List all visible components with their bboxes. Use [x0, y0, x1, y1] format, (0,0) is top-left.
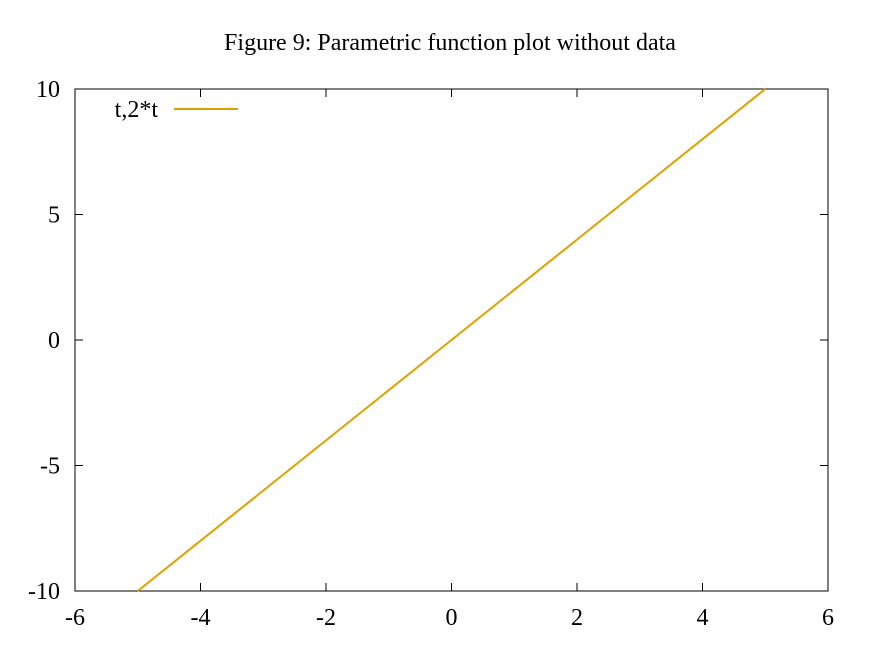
y-tick-label: 5: [48, 203, 60, 229]
x-tick-label: -4: [191, 605, 211, 631]
chart-title: Figure 9: Parametric function plot witho…: [224, 30, 676, 56]
y-tick-label: -10: [28, 579, 60, 605]
x-tick-label: 2: [571, 605, 583, 631]
y-tick-label: -5: [40, 454, 60, 480]
x-tick-label: -2: [316, 605, 336, 631]
legend: t,2*t: [115, 97, 238, 123]
legend-label: t,2*t: [115, 97, 159, 123]
series-layer: [137, 88, 766, 592]
x-tick-label: 4: [697, 605, 709, 631]
y-tick-label: 10: [36, 77, 60, 103]
x-axis: -6 -4 -2 0 2 4 6: [65, 89, 834, 631]
y-tick-label: 0: [48, 328, 60, 354]
x-tick-label: 6: [822, 605, 834, 631]
x-tick-label: -6: [65, 605, 85, 631]
x-tick-label: 0: [446, 605, 458, 631]
series-line: [137, 88, 766, 592]
y-axis: -10 -5 0 5 10: [28, 77, 828, 605]
